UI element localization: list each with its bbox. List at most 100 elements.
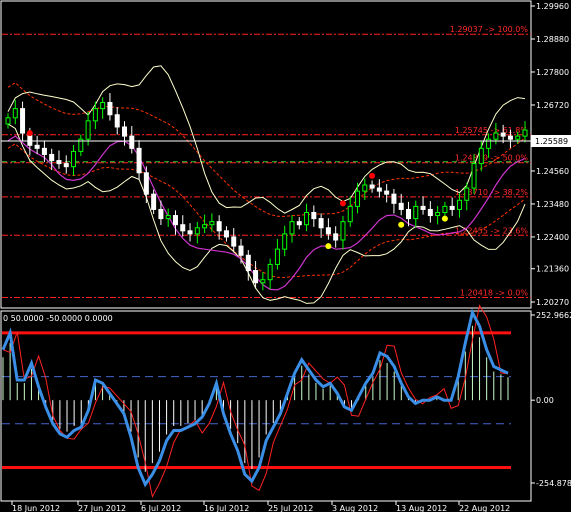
candle-body: [311, 211, 317, 220]
candle-body: [20, 108, 26, 134]
candle-body: [318, 218, 324, 229]
candle-body: [486, 138, 492, 149]
candle-body: [71, 150, 77, 168]
fib-label: 1.22455 -> 23.6%: [455, 226, 529, 235]
candle-body: [194, 227, 200, 235]
candle-body: [500, 132, 506, 137]
indicator-levels: [2, 331, 511, 470]
candle-body: [151, 193, 157, 210]
candle-body: [85, 120, 91, 140]
candle-body: [456, 199, 462, 210]
current-price-line: 1.25589: [1, 135, 571, 147]
candle-body: [471, 163, 477, 189]
candle-body: [122, 126, 128, 137]
fib-label: 1.29037 -> 100.0%: [450, 25, 529, 34]
envelope-upper: [7, 82, 526, 217]
candle-body: [260, 279, 266, 284]
signal-dot: [441, 215, 448, 222]
candle-body: [180, 224, 186, 232]
fib-label: 1.24829 -> 50.0%: [455, 154, 529, 163]
envelope-lines: [7, 82, 526, 279]
bollinger-bands: [7, 65, 526, 304]
price-axis[interactable]: 1.29960 1.28880 1.27800 1.26720 1.24560 1.234…: [531, 2, 569, 307]
price-tick-label: 1.27800: [536, 68, 569, 77]
price-pane-frame: [0, 0, 532, 309]
candle-body: [289, 221, 295, 235]
candle-body: [304, 211, 310, 226]
candle-body: [347, 205, 353, 223]
candle-body: [274, 248, 280, 265]
indicator-axis[interactable]: 252.9662 0.00 -254.8785: [531, 311, 571, 488]
moving-average-line: [7, 135, 526, 291]
fib-label: 1.20418 -> 0.0%: [460, 288, 528, 297]
candle-body: [362, 184, 368, 192]
candle-body: [238, 245, 244, 256]
candle-body: [143, 172, 149, 195]
candle-body: [355, 190, 361, 207]
candle-body: [391, 193, 397, 204]
signal-dots: [26, 130, 448, 250]
indicator-tick-label: 252.9662: [536, 311, 571, 320]
indicator-lines: [1, 304, 509, 499]
price-tick-label: 1.24560: [536, 167, 569, 176]
candle-body: [478, 147, 484, 165]
time-tick-label: 25 Jul 2012: [268, 504, 313, 512]
fib-label: 1.25745 -> 61.8%: [455, 126, 529, 135]
candle-body: [41, 147, 47, 155]
candle-body: [49, 153, 55, 162]
bollinger-lower: [7, 123, 526, 304]
candle-body: [136, 147, 142, 174]
candle-body: [384, 190, 390, 195]
candle-body: [158, 208, 164, 220]
candle-body: [129, 135, 135, 149]
candle-body: [12, 108, 18, 119]
candle-body: [420, 205, 426, 210]
candle-body: [165, 215, 171, 220]
time-axis[interactable]: 18 Jun 2012 27 Jun 2012 6 Jul 2012 16 Jul 2…: [11, 501, 510, 512]
signal-dot: [26, 130, 33, 137]
candle-body: [78, 138, 84, 152]
time-tick-label: 13 Aug 2012: [396, 504, 447, 512]
candle-body: [231, 236, 237, 247]
candle-body: [172, 215, 178, 226]
candle-body: [515, 135, 521, 140]
time-tick-label: 27 Jun 2012: [78, 504, 126, 512]
candle-body: [114, 114, 120, 128]
candle-body: [223, 230, 229, 238]
time-tick-label: 18 Jun 2012: [12, 504, 60, 512]
indicator-tick-label: -254.8785: [536, 479, 571, 488]
candle-body: [187, 230, 193, 235]
price-tick-label: 1.26720: [536, 101, 569, 110]
candle-body: [493, 132, 499, 140]
candle-body: [325, 227, 331, 235]
candle-body: [100, 102, 106, 110]
candle-body: [376, 187, 382, 192]
fibonacci-levels: 1.29037 -> 100.0% 1.25745 -> 61.8% 1.24829…: [2, 25, 531, 298]
candle-body: [427, 208, 433, 217]
candle-body: [296, 221, 302, 226]
price-tick-label: 1.20270: [536, 298, 569, 307]
candle-body: [507, 135, 513, 140]
time-tick-label: 6 Jul 2012: [141, 504, 181, 512]
candle-body: [216, 221, 222, 232]
candle-body: [449, 205, 455, 210]
fast-line: [2, 304, 509, 499]
candle-body: [63, 163, 69, 168]
indicator-pane-frame: [0, 310, 532, 502]
candle-body: [464, 187, 470, 201]
price-tick-label: 1.28880: [536, 35, 569, 44]
candle-body: [398, 202, 404, 210]
signal-line: [1, 308, 509, 488]
candle-body: [5, 117, 11, 125]
candle-body: [34, 144, 40, 149]
signal-dot: [398, 221, 405, 228]
candle-body: [56, 160, 62, 165]
candle-body: [107, 102, 113, 116]
price-tick-label: 1.21360: [536, 265, 569, 274]
price-tick-label: 1.23480: [536, 200, 569, 209]
candle-body: [202, 224, 208, 229]
signal-dot: [369, 172, 376, 179]
candle-body: [92, 108, 98, 122]
